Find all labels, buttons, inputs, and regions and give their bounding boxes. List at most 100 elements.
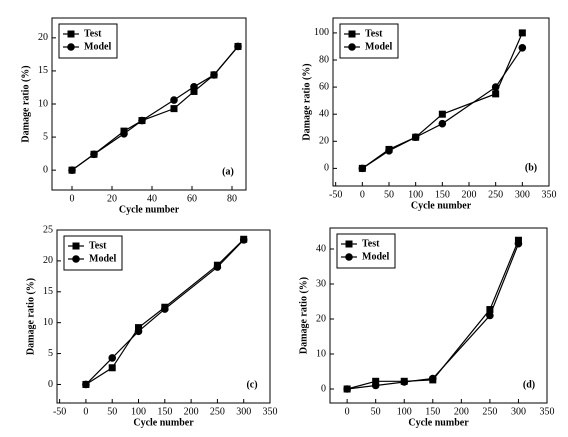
- marker: [190, 83, 198, 91]
- legend-label: Model: [89, 253, 116, 264]
- marker: [210, 71, 218, 79]
- marker: [438, 119, 447, 128]
- panel-label: (a): [222, 166, 234, 177]
- x-tick-label: 40: [147, 193, 157, 204]
- x-tick-label: 0: [70, 193, 75, 204]
- x-tick-label: 350: [542, 189, 557, 200]
- legend-marker: [72, 242, 80, 250]
- legend-marker: [348, 30, 356, 38]
- y-tick-label: 5: [48, 348, 53, 359]
- plot-frame: [56, 229, 271, 404]
- x-tick-label: 20: [107, 193, 117, 204]
- y-tick-label: 80: [319, 54, 329, 65]
- legend-label: Test: [365, 28, 383, 39]
- marker: [438, 110, 446, 118]
- series-line: [85, 238, 245, 385]
- x-tick-label: -50: [329, 189, 342, 200]
- x-tick-label: 50: [107, 406, 117, 417]
- y-tick-label: 25: [43, 224, 53, 235]
- marker: [518, 29, 526, 37]
- x-tick-label: 150: [435, 189, 450, 200]
- x-axis-label: Cycle number: [411, 200, 472, 211]
- marker: [134, 327, 143, 336]
- y-tick-label: 20: [319, 136, 329, 147]
- y-tick-label: 40: [319, 108, 329, 119]
- series-line: [71, 46, 239, 171]
- marker: [90, 150, 98, 159]
- marker: [428, 374, 437, 383]
- legend-marker: [72, 255, 80, 263]
- y-axis-label: Damage ratio (%): [301, 63, 312, 140]
- y-tick-label: 40: [316, 243, 326, 254]
- panel-label: (b): [525, 162, 537, 173]
- x-tick-label: 50: [384, 189, 394, 200]
- legend-label: Test: [362, 238, 380, 249]
- legend-marker: [348, 43, 356, 51]
- x-tick-label: 300: [236, 406, 251, 417]
- legend-label: Test: [89, 240, 107, 251]
- marker: [108, 354, 117, 362]
- marker: [385, 146, 393, 155]
- y-tick-label: 10: [316, 348, 326, 359]
- legend-marker: [67, 43, 75, 51]
- x-tick-label: 350: [263, 406, 278, 417]
- legend-label: Test: [84, 28, 102, 39]
- series-line: [361, 32, 523, 169]
- x-tick-label: 60: [187, 193, 197, 204]
- x-tick-label: 150: [425, 406, 440, 417]
- y-tick-label: 10: [43, 317, 53, 328]
- marker: [491, 83, 500, 91]
- panel: -50 0 50 100 150 200 250 300 350 0 5 10 15 20 25 Cycle …: [25, 224, 277, 428]
- x-tick-label: 250: [482, 406, 497, 417]
- marker: [161, 305, 169, 313]
- marker: [486, 311, 494, 320]
- marker: [108, 364, 116, 372]
- y-axis-label: Damage ratio (%): [25, 278, 36, 355]
- marker: [486, 306, 494, 314]
- legend-marker: [67, 30, 75, 38]
- y-tick-label: 60: [319, 81, 329, 92]
- x-axis-label: Cycle number: [133, 417, 194, 428]
- plot-frame: [329, 227, 548, 404]
- marker: [372, 377, 380, 385]
- panel: -50 0 50 100 150 200 250 300 350020406080100Cycl…: [301, 17, 557, 211]
- x-tick-label: 350: [540, 406, 555, 417]
- y-tick-label: 20: [38, 32, 48, 43]
- x-tick-label: 100: [408, 189, 423, 200]
- legend-box: [336, 233, 396, 269]
- marker: [371, 381, 380, 390]
- panel-label: (c): [246, 379, 257, 390]
- panel-label: (d): [523, 379, 535, 390]
- x-axis-label: Cycle number: [119, 204, 180, 215]
- x-tick-label: 300: [511, 406, 526, 417]
- x-tick-label: 80: [227, 193, 237, 204]
- marker: [170, 105, 178, 113]
- x-tick-label: 100: [131, 406, 146, 417]
- y-axis-label: Damage ratio (%): [298, 277, 309, 354]
- marker: [170, 96, 178, 104]
- x-tick-label: 200: [184, 406, 199, 417]
- series-line: [362, 47, 523, 169]
- legend-box: [58, 23, 118, 59]
- legend-box: [339, 23, 399, 59]
- y-tick-label: 30: [316, 278, 326, 289]
- marker: [343, 385, 351, 393]
- x-axis-label: Cycle number: [408, 417, 469, 428]
- y-tick-label: 10: [38, 98, 48, 109]
- marker: [518, 44, 527, 52]
- x-tick-label: 200: [462, 189, 477, 200]
- legend-label: Model: [362, 251, 389, 262]
- y-tick-label: 5: [43, 131, 48, 142]
- x-tick-label: 250: [210, 406, 225, 417]
- marker: [213, 263, 222, 271]
- x-tick-label: 0: [360, 189, 365, 200]
- y-tick-label: 0: [48, 379, 53, 390]
- x-tick-label: 100: [397, 406, 412, 417]
- y-tick-label: 100: [314, 27, 329, 38]
- x-tick-label: 200: [454, 406, 469, 417]
- y-tick-label: 0: [324, 163, 329, 174]
- legend-label: Model: [365, 41, 392, 52]
- y-tick-label: 15: [38, 65, 48, 76]
